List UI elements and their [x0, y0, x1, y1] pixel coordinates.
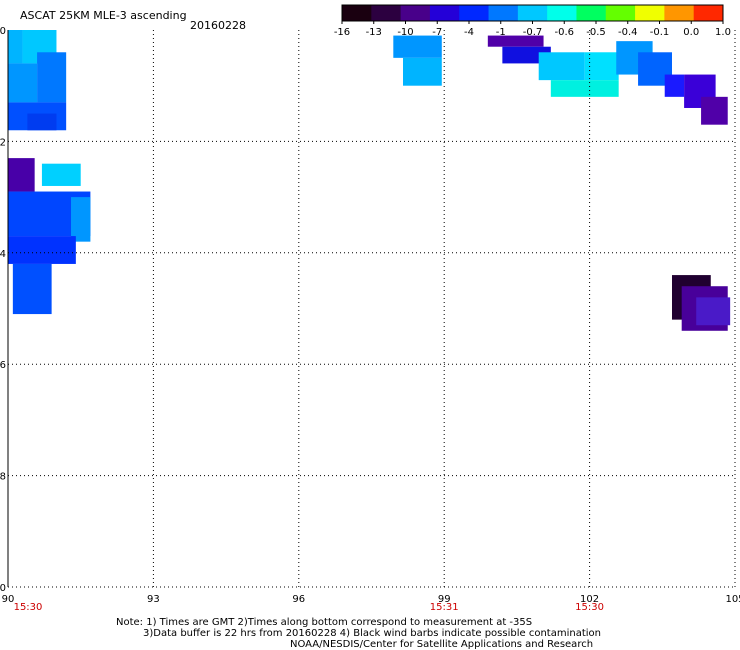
longitude-label: 96: [292, 594, 305, 605]
time-label: 15:30: [575, 602, 604, 613]
wind-cell: [538, 52, 585, 81]
note-line-1: Note: 1) Times are GMT 2)Times along bot…: [116, 617, 532, 628]
wind-cell: [27, 113, 57, 131]
colorbar-swatch: [693, 5, 724, 21]
colorbar-swatch: [429, 5, 460, 21]
longitude-label: 93: [147, 594, 160, 605]
wind-cell: [502, 46, 551, 64]
note-line-3: NOAA/NESDIS/Center for Satellite Applica…: [290, 639, 593, 650]
wind-cell: [550, 80, 619, 97]
colorbar-swatch: [605, 5, 636, 21]
colorbar-labels: -16 -13 -10 -7 -4 -1 -0.7 -0.6 -0.5 -0.4 -0.1 0.0 1.…: [334, 21, 731, 38]
colorbar-swatch: [488, 5, 519, 21]
colorbar-label: -0.4: [618, 27, 638, 38]
longitude-label: 99: [438, 594, 451, 605]
wind-cell: [487, 35, 544, 47]
colorbar-label: -0.6: [554, 27, 574, 38]
figure-date: 20160228: [190, 19, 246, 32]
wind-cell: [696, 297, 731, 326]
colorbar-label: 0.0: [683, 27, 699, 38]
latitude-label: -32: [0, 137, 6, 148]
colorbar-swatch: [576, 5, 607, 21]
longitude-labels: 90 93 96 99 102 105: [2, 594, 740, 605]
latitude-labels: -30 -32 -34 -36 -38 -40: [0, 26, 6, 594]
time-label: 15:31: [430, 602, 459, 613]
wind-cell: [41, 163, 81, 186]
wind-cell: [71, 197, 91, 242]
wind-cell: [664, 74, 685, 97]
wind-cell: [37, 52, 67, 103]
map-plot-area: -30-32-34-36-38-40 90939699102105 15:301…: [0, 26, 740, 613]
colorbar-label: -10: [397, 27, 413, 38]
wind-cell: [393, 35, 442, 58]
colorbar-label: -16: [334, 27, 350, 38]
colorbar-swatch: [664, 5, 695, 21]
wind-cell: [584, 52, 619, 81]
wind-cell: [8, 30, 23, 64]
colorbar-swatch: [635, 5, 665, 21]
colorbar-swatch: [459, 5, 490, 21]
colorbar-swatch: [400, 5, 431, 21]
colorbar-label: -7: [432, 27, 442, 38]
colorbar-label: 1.0: [715, 27, 731, 38]
latitude-label: -34: [0, 249, 6, 260]
wind-cell: [8, 158, 35, 192]
colorbar-swatch: [371, 5, 402, 21]
colorbar-label: -0.5: [586, 27, 606, 38]
longitude-label: 102: [580, 594, 599, 605]
latitude-label: -30: [0, 26, 6, 37]
wind-cell: [8, 63, 38, 103]
wind-data-cells: [8, 30, 731, 331]
figure-title: ASCAT 25KM MLE-3 ascending: [20, 9, 187, 22]
time-label: 15:30: [14, 602, 43, 613]
colorbar-label: -0.1: [650, 27, 670, 38]
colorbar-swatch: [547, 5, 577, 21]
wind-cell: [8, 236, 76, 264]
latitude-label: -40: [0, 583, 6, 594]
colorbar-label: -0.7: [523, 27, 543, 38]
wind-cell: [403, 57, 442, 86]
longitude-label: 105: [725, 594, 740, 605]
time-labels: 15:30 15:31 15:30: [14, 602, 604, 613]
colorbar-label: -1: [496, 27, 506, 38]
colorbar-swatch: [342, 5, 372, 21]
longitude-label: 90: [2, 594, 15, 605]
colorbar-swatches: [342, 5, 724, 21]
latitude-label: -38: [0, 472, 6, 483]
wind-cell: [701, 96, 728, 125]
colorbar: -16 -13 -10 -7 -4 -1 -0.7 -0.6 -0.5 -0.4 -0.1 0.0 1.…: [334, 4, 731, 38]
wind-cell: [12, 263, 52, 315]
note-line-2: 3)Data buffer is 22 hrs from 20160228 4)…: [143, 628, 601, 639]
colorbar-label: -13: [366, 27, 382, 38]
colorbar-label: -4: [464, 27, 474, 38]
colorbar-swatch: [517, 5, 548, 21]
latitude-label: -36: [0, 360, 6, 371]
map-grid: [8, 30, 736, 588]
